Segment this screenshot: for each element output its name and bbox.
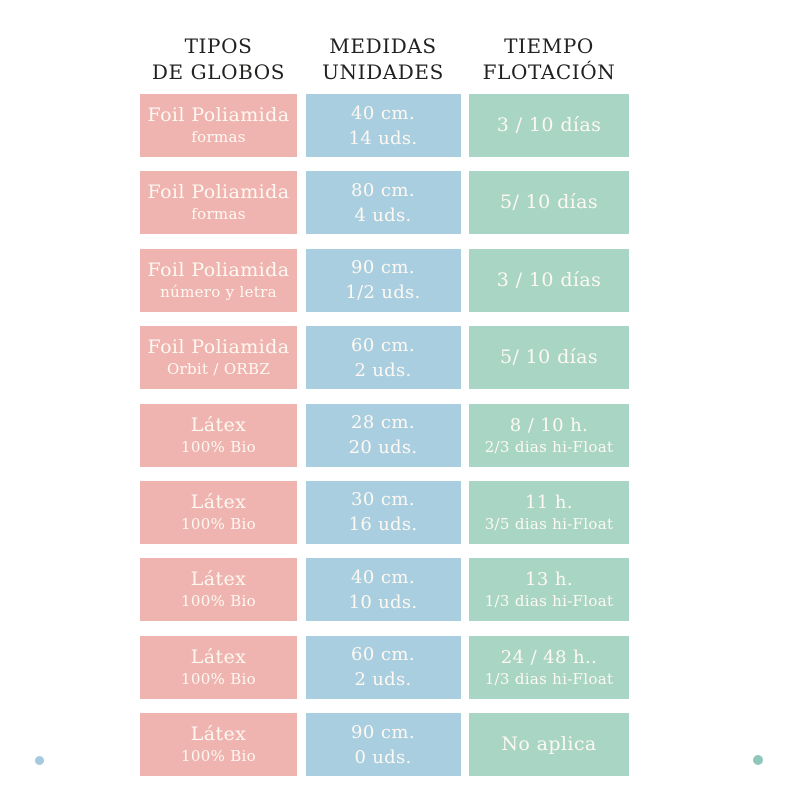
size-units-cell: 90 cm. 0 uds. xyxy=(305,713,461,777)
header-line: UNIDADES xyxy=(322,60,444,84)
size-units-cell: 60 cm. 2 uds. xyxy=(305,326,461,390)
column-header-medidas: MEDIDAS UNIDADES xyxy=(306,33,461,85)
balloon-type-detail: formas xyxy=(191,128,246,146)
balloon-type-cell: Foil Poliamida Orbit / ORBZ xyxy=(140,326,297,390)
units-value: 4 uds. xyxy=(354,204,412,226)
size-value: 30 cm. xyxy=(351,489,415,511)
balloon-type-detail: 100% Bio xyxy=(181,669,256,688)
float-time-cell: 5/ 10 días xyxy=(469,171,629,235)
balloon-type-name: Foil Poliamida xyxy=(147,336,290,359)
balloon-type-detail: 100% Bio xyxy=(181,592,256,611)
float-time-value: No aplica xyxy=(501,733,597,756)
table-header-row: TIPOS DE GLOBOS MEDIDAS UNIDADES TIEMPO … xyxy=(140,33,629,85)
table-body: Foil Poliamida formas 40 cm. 14 uds. 3 /… xyxy=(140,94,629,777)
units-value: 2 uds. xyxy=(354,359,412,381)
units-value: 1/2 uds. xyxy=(345,282,421,304)
size-value: 90 cm. xyxy=(351,721,415,743)
header-line: FLOTACIÓN xyxy=(482,60,616,84)
float-time-cell: 13 h. 1/3 dias hi-Float xyxy=(469,558,629,622)
balloon-type-cell: Látex 100% Bio xyxy=(140,480,297,544)
float-time-detail: 1/3 dias hi-Float xyxy=(484,592,614,611)
column-header-tipos: TIPOS DE GLOBOS xyxy=(140,33,297,85)
float-time-detail: 1/3 dias hi-Float xyxy=(484,669,614,688)
units-value: 10 uds. xyxy=(348,591,418,613)
balloon-type-detail: 100% Bio xyxy=(181,514,256,533)
float-time-value: 11 h. xyxy=(525,491,573,513)
balloon-type-name: Látex xyxy=(190,490,247,513)
balloon-type-cell: Látex 100% Bio xyxy=(140,403,297,467)
float-time-cell: 11 h. 3/5 dias hi-Float xyxy=(469,480,629,544)
balloon-type-cell: Foil Poliamida número y letra xyxy=(140,248,297,312)
size-value: 40 cm. xyxy=(351,102,415,124)
balloon-type-name: Látex xyxy=(190,568,247,591)
size-units-cell: 60 cm. 2 uds. xyxy=(305,635,461,699)
units-value: 2 uds. xyxy=(354,669,412,691)
column-header-tiempo: TIEMPO FLOTACIÓN xyxy=(469,33,629,85)
balloon-type-detail: formas xyxy=(191,205,246,224)
balloon-type-detail: 100% Bio xyxy=(181,747,256,766)
decorative-dot-bottom-right xyxy=(753,755,763,765)
balloon-type-cell: Foil Poliamida formas xyxy=(140,94,297,157)
balloon-type-cell: Látex 100% Bio xyxy=(140,635,297,699)
balloon-type-name: Látex xyxy=(190,723,247,746)
balloon-type-detail: número y letra xyxy=(160,282,277,301)
float-time-value: 5/ 10 días xyxy=(499,191,599,214)
header-line: MEDIDAS xyxy=(329,34,437,58)
balloon-type-name: Látex xyxy=(190,413,247,436)
size-value: 60 cm. xyxy=(351,334,415,356)
decorative-dot-bottom-left xyxy=(35,756,44,765)
float-time-cell: 8 / 10 h. 2/3 dias hi-Float xyxy=(469,403,629,467)
units-value: 0 uds. xyxy=(354,746,412,768)
balloon-type-name: Látex xyxy=(190,645,247,668)
balloon-type-cell: Foil Poliamida formas xyxy=(140,171,297,235)
float-time-value: 8 / 10 h. xyxy=(509,414,589,436)
float-time-cell: 3 / 10 días xyxy=(469,248,629,312)
float-time-value: 24 / 48 h.. xyxy=(500,646,598,668)
units-value: 14 uds. xyxy=(348,127,418,149)
balloon-type-cell: Látex 100% Bio xyxy=(140,558,297,622)
size-value: 90 cm. xyxy=(351,257,415,279)
header-line: TIPOS xyxy=(184,34,253,58)
size-value: 60 cm. xyxy=(351,644,415,666)
float-time-cell: 3 / 10 días xyxy=(469,94,629,157)
balloon-type-detail: Orbit / ORBZ xyxy=(166,360,271,379)
units-value: 16 uds. xyxy=(348,514,418,536)
float-time-value: 13 h. xyxy=(525,569,573,591)
float-time-cell: 5/ 10 días xyxy=(469,326,629,390)
size-units-cell: 40 cm. 10 uds. xyxy=(305,558,461,622)
float-time-cell: 24 / 48 h.. 1/3 dias hi-Float xyxy=(469,635,629,699)
balloon-type-name: Foil Poliamida xyxy=(147,104,290,126)
balloon-type-detail: 100% Bio xyxy=(181,437,256,456)
float-time-detail: 3/5 dias hi-Float xyxy=(484,514,614,533)
size-units-cell: 40 cm. 14 uds. xyxy=(305,94,461,157)
header-line: TIEMPO xyxy=(504,34,594,58)
infographic-table: TIPOS DE GLOBOS MEDIDAS UNIDADES TIEMPO … xyxy=(140,33,629,777)
size-value: 28 cm. xyxy=(351,412,415,434)
balloon-type-name: Foil Poliamida xyxy=(147,258,290,281)
size-value: 80 cm. xyxy=(351,179,415,201)
balloon-type-cell: Látex 100% Bio xyxy=(140,713,297,777)
float-time-detail: 2/3 dias hi-Float xyxy=(484,437,614,456)
size-units-cell: 90 cm. 1/2 uds. xyxy=(305,248,461,312)
float-time-value: 3 / 10 días xyxy=(496,114,602,136)
balloon-type-name: Foil Poliamida xyxy=(147,181,290,204)
size-value: 40 cm. xyxy=(351,566,415,588)
float-time-value: 5/ 10 días xyxy=(499,346,599,369)
float-time-value: 3 / 10 días xyxy=(496,268,602,291)
size-units-cell: 28 cm. 20 uds. xyxy=(305,403,461,467)
units-value: 20 uds. xyxy=(348,437,418,459)
float-time-cell: No aplica xyxy=(469,713,629,777)
header-line: DE GLOBOS xyxy=(151,60,286,84)
size-units-cell: 30 cm. 16 uds. xyxy=(305,480,461,544)
size-units-cell: 80 cm. 4 uds. xyxy=(305,171,461,235)
